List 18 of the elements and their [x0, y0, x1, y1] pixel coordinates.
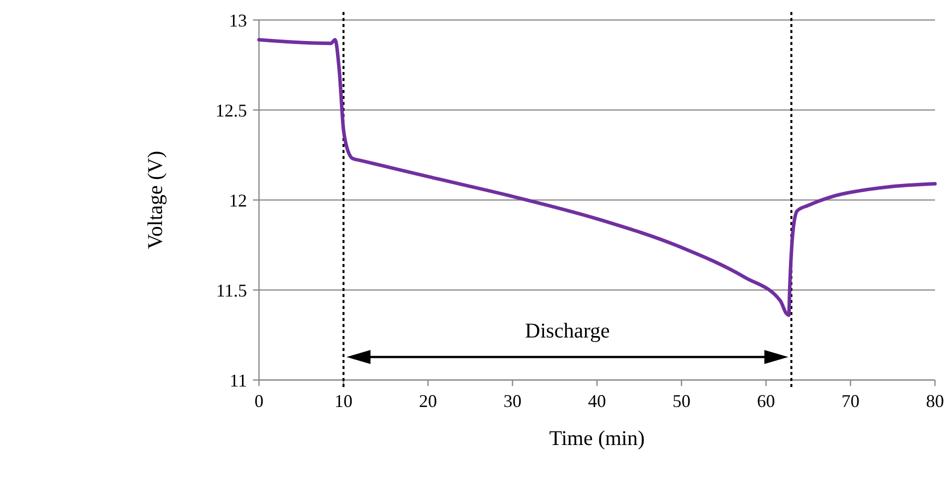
x-tick-label: 50: [672, 391, 690, 411]
y-tick-label: 12: [229, 190, 247, 210]
y-axis-title: Voltage (V): [143, 150, 167, 250]
x-tick-label: 40: [588, 391, 606, 411]
x-tick-label: 30: [504, 391, 522, 411]
x-tick-label: 80: [926, 391, 944, 411]
line-series: [257, 38, 937, 317]
y-tick-label: 12.5: [216, 100, 247, 120]
x-axis-title: Time (min): [549, 426, 645, 450]
x-tick-label: 0: [254, 391, 264, 411]
y-tick-label: 11: [230, 370, 247, 390]
x-tick-label: 70: [842, 391, 860, 411]
y-tick-label: 11.5: [216, 280, 247, 300]
annotation: Discharge: [525, 318, 610, 342]
x-tick-label: 10: [334, 391, 352, 411]
y-tick-label: 13: [229, 10, 247, 30]
x-tick-label: 20: [419, 391, 437, 411]
x-tick-label: 60: [757, 391, 775, 411]
